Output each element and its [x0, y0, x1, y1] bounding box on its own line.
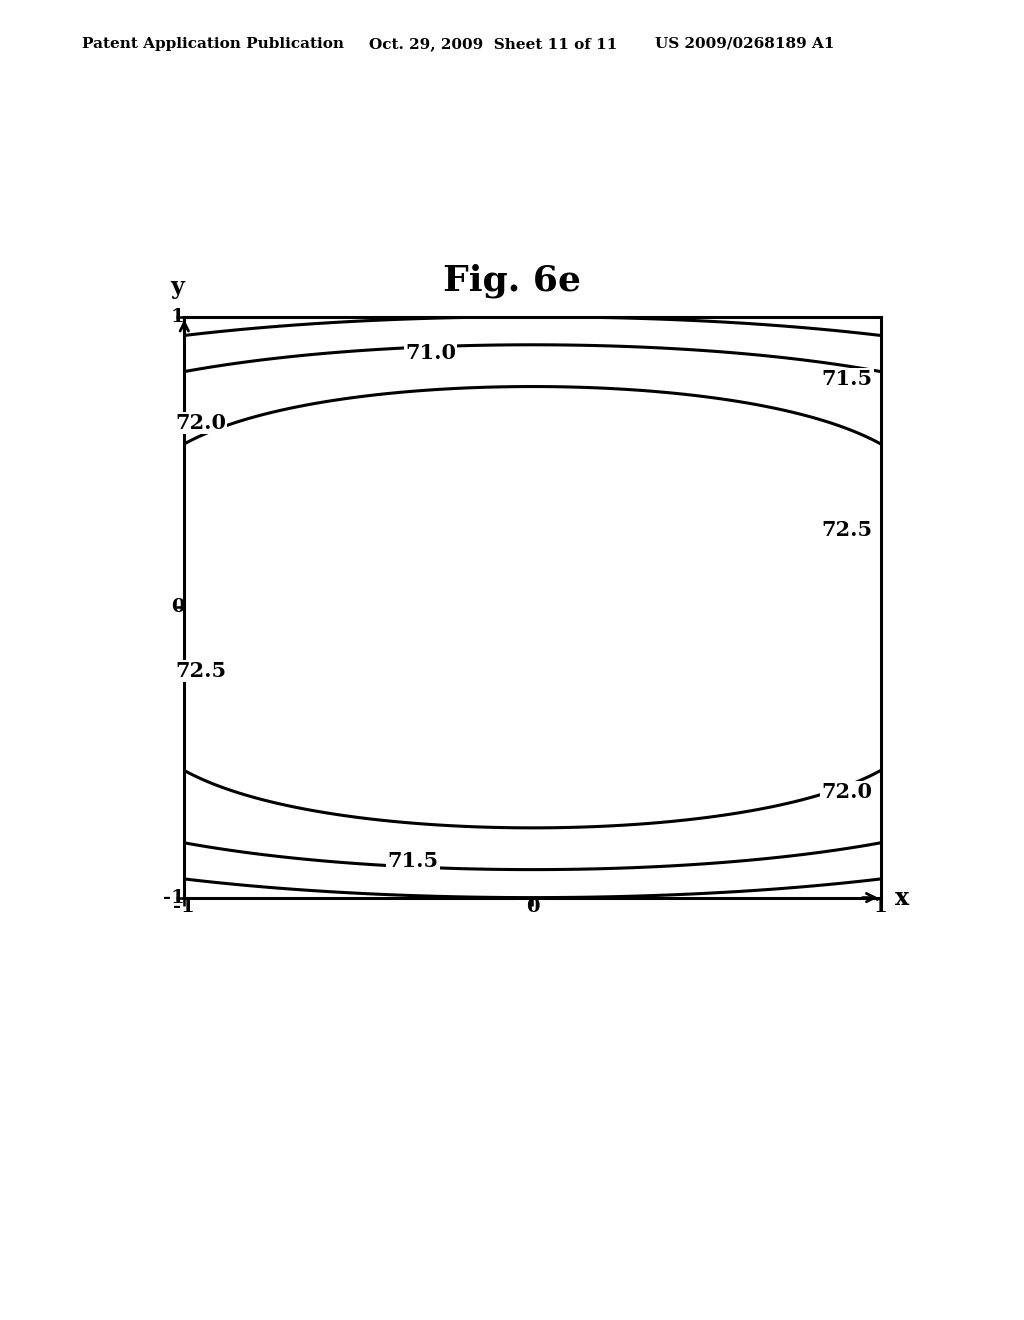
Text: US 2009/0268189 A1: US 2009/0268189 A1 — [655, 37, 835, 51]
Text: 1: 1 — [171, 308, 184, 326]
Text: 0: 0 — [525, 898, 540, 916]
Text: 1: 1 — [873, 898, 888, 916]
Text: 72.5: 72.5 — [821, 520, 872, 540]
Text: -1: -1 — [163, 888, 184, 907]
Text: x: x — [895, 886, 908, 909]
Text: 72.0: 72.0 — [175, 413, 226, 433]
Text: 71.5: 71.5 — [821, 370, 872, 389]
Text: 72.0: 72.0 — [821, 781, 872, 801]
Text: y: y — [170, 276, 184, 300]
Text: Fig. 6e: Fig. 6e — [443, 264, 581, 298]
Text: 0: 0 — [171, 598, 184, 616]
Text: 71.0: 71.0 — [404, 343, 456, 363]
Text: -1: -1 — [173, 898, 196, 916]
Text: Patent Application Publication: Patent Application Publication — [82, 37, 344, 51]
Text: 71.5: 71.5 — [387, 851, 438, 871]
Text: Oct. 29, 2009  Sheet 11 of 11: Oct. 29, 2009 Sheet 11 of 11 — [369, 37, 617, 51]
Text: 72.5: 72.5 — [175, 661, 226, 681]
